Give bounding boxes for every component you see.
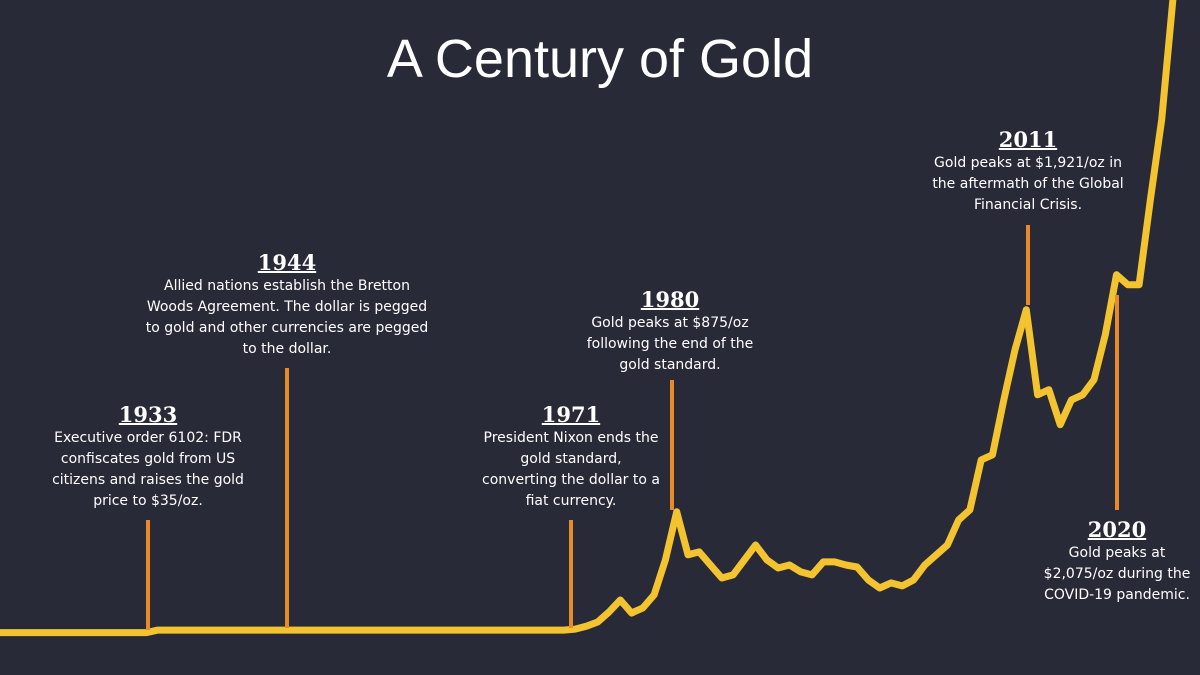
price-line — [0, 0, 1177, 637]
annotation-text: President Nixon ends the gold standard, … — [482, 430, 660, 509]
annotation-text: Allied nations establish the Bretton Woo… — [145, 278, 429, 357]
annotation: 1971 President Nixon ends the gold standa… — [481, 402, 661, 512]
annotation-year: 2020 — [1087, 517, 1147, 542]
annotation: 2011 Gold peaks at $1,921/oz in the after… — [928, 127, 1128, 216]
annotation-text: Gold peaks at $1,921/oz in the aftermath… — [932, 155, 1124, 213]
annotation-year: 1933 — [118, 402, 178, 427]
markers — [146, 225, 1119, 630]
annotation-text: Executive order 6102: FDR confiscates go… — [52, 430, 244, 509]
chart-title: A Century of Gold — [386, 29, 814, 89]
annotation-text: Gold peaks at $2,075/oz during the COVID… — [1043, 545, 1191, 603]
annotation-year: 1971 — [541, 402, 601, 427]
annotation-year: 1980 — [640, 287, 700, 312]
annotation: 1944 Allied nations establish the Bretton… — [142, 250, 432, 360]
annotation-year: 2011 — [998, 127, 1058, 152]
annotation: 1980 Gold peaks at $875/oz following the … — [575, 287, 765, 376]
annotation: 1933 Executive order 6102: FDR confiscate… — [43, 402, 253, 512]
annotation-text: Gold peaks at $875/oz following the end … — [586, 315, 754, 373]
annotation-year: 1944 — [257, 250, 317, 275]
annotation: 2020 Gold peaks at $2,075/oz during the C… — [1035, 517, 1199, 606]
